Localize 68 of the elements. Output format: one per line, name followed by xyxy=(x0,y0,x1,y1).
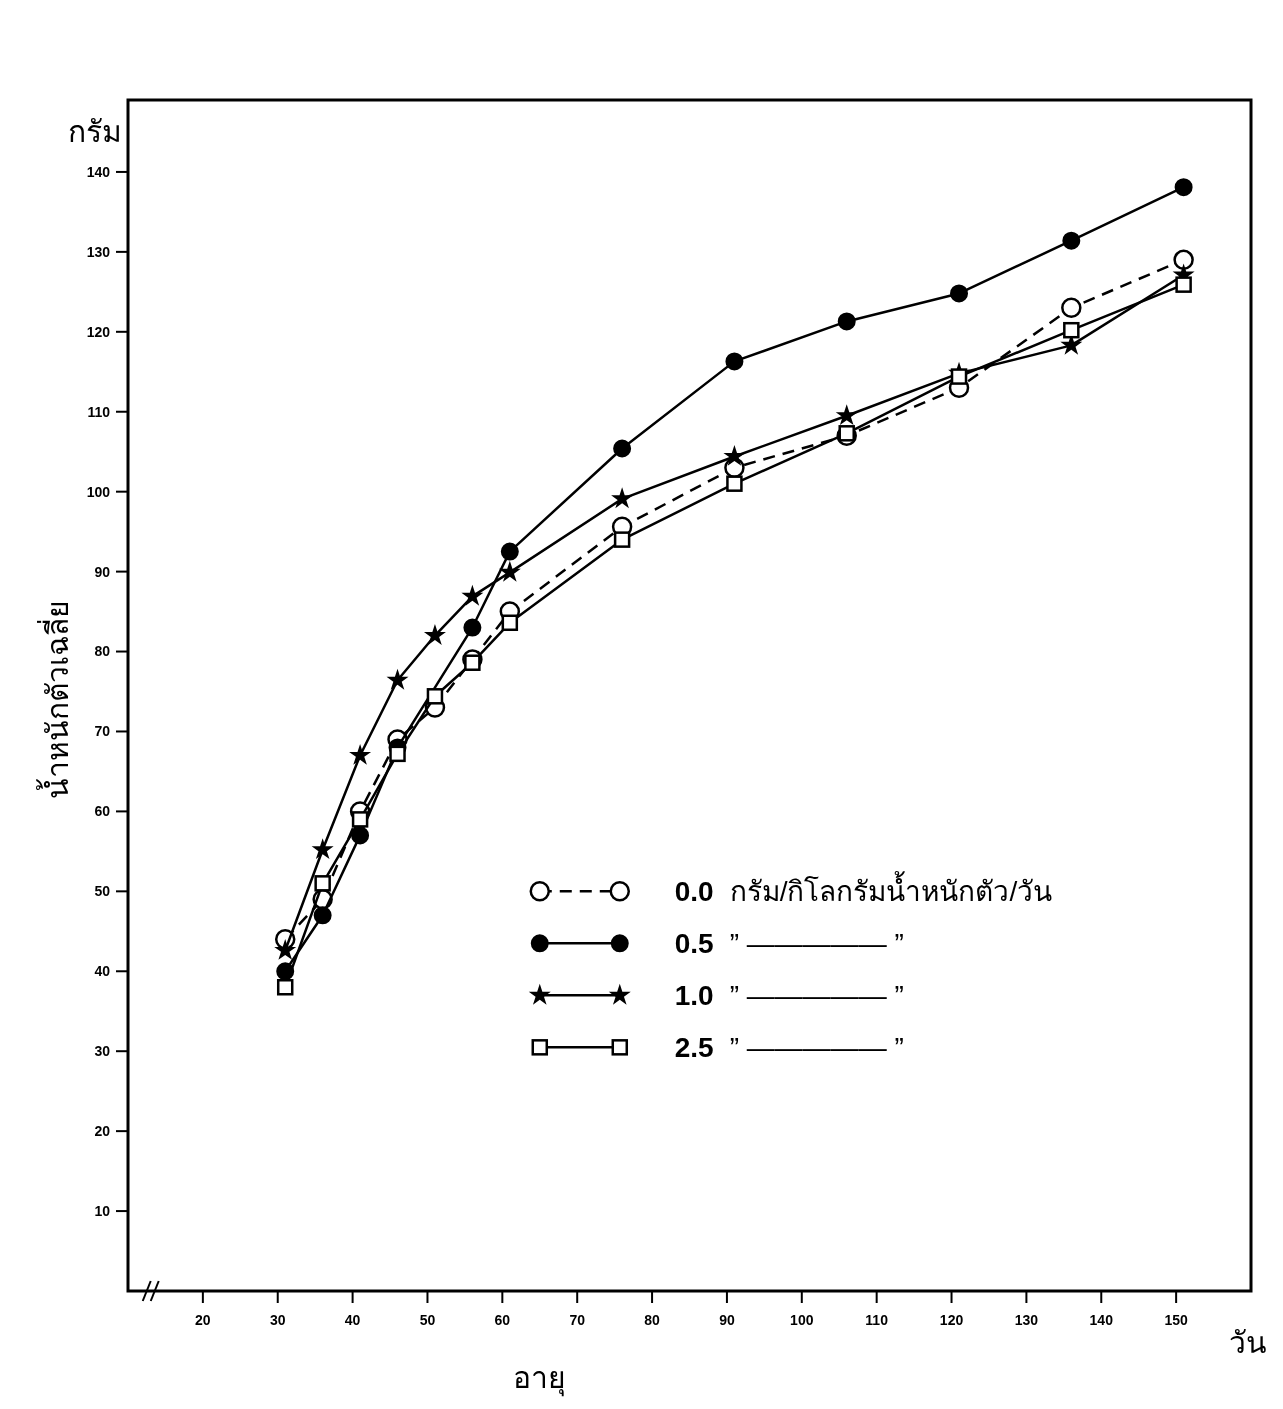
point xyxy=(311,838,334,860)
x-tick-label: 60 xyxy=(494,1312,511,1328)
y-tick-label: 10 xyxy=(94,1202,111,1219)
x-tick-label: 30 xyxy=(269,1312,286,1328)
y-tick-label: 30 xyxy=(94,1043,111,1060)
point xyxy=(837,312,856,331)
x-tick-label: 70 xyxy=(569,1312,586,1328)
x-tick-label: 90 xyxy=(719,1312,735,1328)
x-tick-label: 50 xyxy=(419,1312,436,1328)
x-axis-title: อายุ xyxy=(513,1361,567,1397)
point xyxy=(461,584,484,606)
point xyxy=(723,444,746,466)
point xyxy=(1175,276,1192,293)
point xyxy=(313,906,332,925)
point xyxy=(1173,249,1194,271)
point xyxy=(274,938,297,960)
point xyxy=(613,531,631,548)
point xyxy=(498,560,521,582)
x-tick-label: 120 xyxy=(939,1312,964,1328)
point xyxy=(276,979,294,996)
x-tick-label: 140 xyxy=(1089,1312,1114,1328)
point xyxy=(835,404,858,426)
x-tick-label: 20 xyxy=(195,1312,211,1328)
point xyxy=(423,623,446,645)
point xyxy=(1174,178,1193,197)
point xyxy=(725,352,744,371)
x-tick-label: 110 xyxy=(865,1312,889,1328)
point xyxy=(613,439,632,458)
y-tick-label: 40 xyxy=(94,963,111,980)
y-tick-label: 90 xyxy=(94,563,111,580)
legend-label: 0.5 ” ————— ” xyxy=(674,928,904,960)
text: กรัม xyxy=(68,115,122,148)
point xyxy=(1062,231,1081,250)
x-tick-label: 40 xyxy=(344,1312,361,1328)
y-tick-label: 140 xyxy=(86,163,111,180)
legend-label: 0.0 กรัม/กิโลกรัมน้ำหนักตัว/วัน xyxy=(674,871,1053,908)
x-tick-label: 80 xyxy=(644,1312,661,1328)
point xyxy=(426,688,444,705)
y-axis-title: น้ำหนักตัวเฉลี่ย xyxy=(36,600,74,799)
y-tick-label: 70 xyxy=(94,723,111,740)
x-tick-label: 100 xyxy=(790,1312,814,1328)
point xyxy=(314,875,331,892)
y-tick-label: 100 xyxy=(86,483,111,500)
legend-label: 1.0 ” ————— ” xyxy=(674,980,904,1012)
point xyxy=(351,811,369,828)
x-tick-label: 150 xyxy=(1164,1312,1189,1328)
y-tick-label: 50 xyxy=(94,883,111,900)
point xyxy=(464,654,481,671)
x-tick-label: 130 xyxy=(1014,1312,1039,1328)
y-tick-label: 80 xyxy=(94,643,111,660)
point xyxy=(463,618,482,637)
point xyxy=(726,475,743,492)
y-tick-label: 120 xyxy=(86,323,111,340)
y-tick-label: 20 xyxy=(94,1123,111,1140)
point xyxy=(611,487,634,509)
y-tick-label: 110 xyxy=(87,403,111,420)
text: วัน xyxy=(1229,1326,1267,1359)
y-tick-label: 60 xyxy=(94,803,111,820)
y-tick-label: 130 xyxy=(86,243,111,260)
point xyxy=(349,743,372,765)
point xyxy=(1063,321,1080,339)
point xyxy=(500,542,519,561)
point xyxy=(1061,297,1082,319)
point xyxy=(386,668,409,690)
point xyxy=(501,614,519,632)
point xyxy=(950,368,968,385)
legend-label: 2.5 ” ————— ” xyxy=(674,1032,904,1064)
point xyxy=(950,284,969,303)
